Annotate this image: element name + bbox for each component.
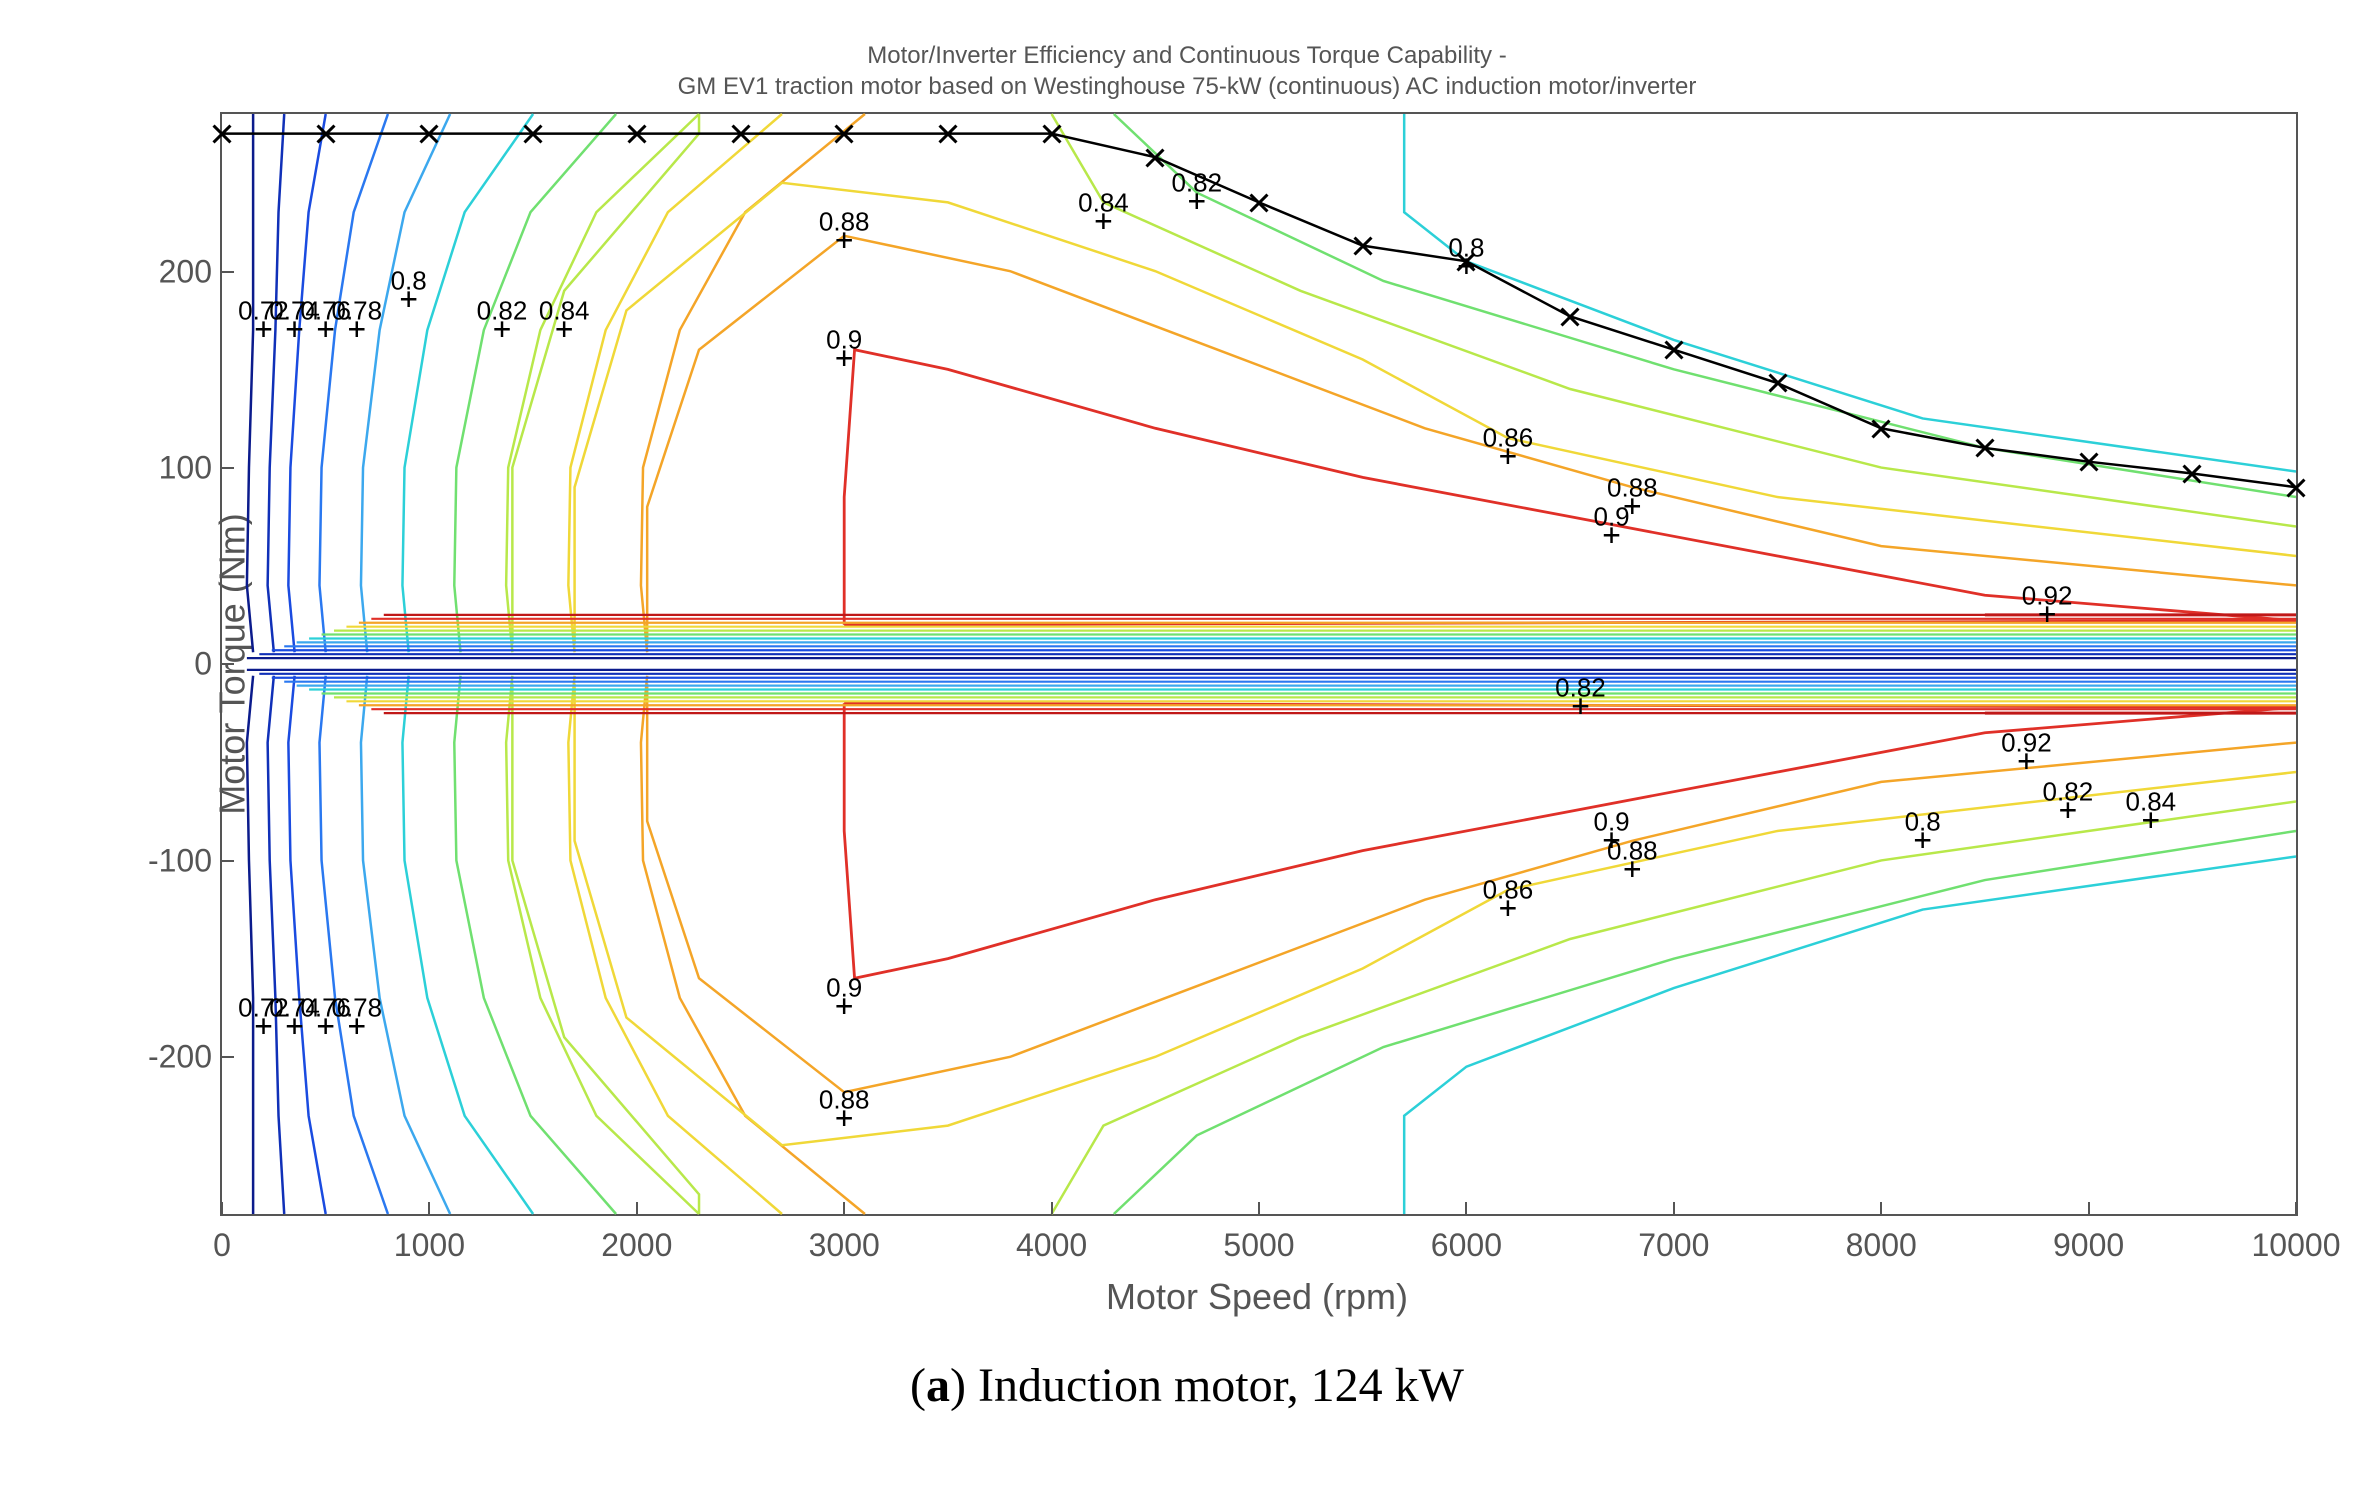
contour-line xyxy=(647,684,2296,1093)
contour-line xyxy=(361,114,450,652)
contour-line xyxy=(268,676,285,1214)
x-tick-label: 6000 xyxy=(1431,1227,1502,1264)
contour-svg xyxy=(222,114,2296,1214)
contour-line xyxy=(319,676,387,1214)
x-tick-label: 8000 xyxy=(1846,1227,1917,1264)
contour-line xyxy=(844,350,2296,625)
contour-line xyxy=(1404,857,2296,1215)
y-tick-mark xyxy=(222,1056,234,1058)
y-tick-label: -200 xyxy=(132,1039,212,1076)
x-tick-label: 9000 xyxy=(2053,1227,2124,1264)
contour-line xyxy=(247,676,253,1214)
x-tick-label: 0 xyxy=(213,1227,231,1264)
x-tick-label: 4000 xyxy=(1016,1227,1087,1264)
contour-line xyxy=(319,114,387,652)
x-tick-mark xyxy=(221,1202,223,1214)
x-tick-label: 10000 xyxy=(2252,1227,2341,1264)
contour-line xyxy=(506,676,699,1214)
contour-line xyxy=(647,236,2296,645)
x-tick-label: 1000 xyxy=(394,1227,465,1264)
title-line-2: GM EV1 traction motor based on Westingho… xyxy=(678,73,1697,100)
contour-line xyxy=(641,676,865,1214)
contour-line xyxy=(844,704,2296,979)
y-tick-label: 200 xyxy=(132,253,212,290)
x-tick-label: 5000 xyxy=(1223,1227,1294,1264)
x-tick-mark xyxy=(1465,1202,1467,1214)
contour-line xyxy=(1114,831,2296,1214)
x-tick-label: 7000 xyxy=(1638,1227,1709,1264)
y-tick-label: -100 xyxy=(132,842,212,879)
x-tick-mark xyxy=(636,1202,638,1214)
efficiency-contour-figure: Motor/Inverter Efficiency and Continuous… xyxy=(40,40,2334,1413)
y-tick-label: 100 xyxy=(132,449,212,486)
contour-line xyxy=(568,676,782,1214)
title-line-1: Motor/Inverter Efficiency and Continuous… xyxy=(867,42,1506,69)
x-tick-mark xyxy=(1880,1202,1882,1214)
x-tick-label: 3000 xyxy=(809,1227,880,1264)
contour-line xyxy=(506,114,699,652)
contour-line xyxy=(575,684,2296,1146)
contour-line xyxy=(568,114,782,652)
contour-line xyxy=(247,114,253,652)
x-tick-mark xyxy=(2088,1202,2090,1214)
contour-line xyxy=(1404,114,2296,472)
contour-line xyxy=(222,134,2296,488)
plot-title: Motor/Inverter Efficiency and Continuous… xyxy=(40,40,2334,102)
x-tick-mark xyxy=(1258,1202,1260,1214)
contour-line xyxy=(1052,802,2296,1215)
contour-line xyxy=(268,114,285,652)
contour-line xyxy=(575,183,2296,645)
x-axis-label: Motor Speed (rpm) xyxy=(220,1276,2294,1318)
figure-caption: (a) Induction motor, 124 kW xyxy=(40,1358,2334,1413)
x-tick-mark xyxy=(843,1202,845,1214)
contour-line xyxy=(1114,114,2296,497)
contour-line xyxy=(361,676,450,1214)
y-tick-mark xyxy=(222,663,234,665)
x-tick-mark xyxy=(1051,1202,1053,1214)
x-tick-mark xyxy=(2295,1202,2297,1214)
plot-area: Motor Torque (Nm) 0100020003000400050006… xyxy=(220,112,2298,1216)
y-tick-mark xyxy=(222,271,234,273)
y-tick-mark xyxy=(222,860,234,862)
y-tick-mark xyxy=(222,467,234,469)
y-tick-label: 0 xyxy=(132,646,212,683)
x-tick-mark xyxy=(1673,1202,1675,1214)
x-tick-mark xyxy=(428,1202,430,1214)
x-tick-label: 2000 xyxy=(601,1227,672,1264)
contour-line xyxy=(641,114,865,652)
caption-text: Induction motor, 124 kW xyxy=(978,1359,1464,1412)
